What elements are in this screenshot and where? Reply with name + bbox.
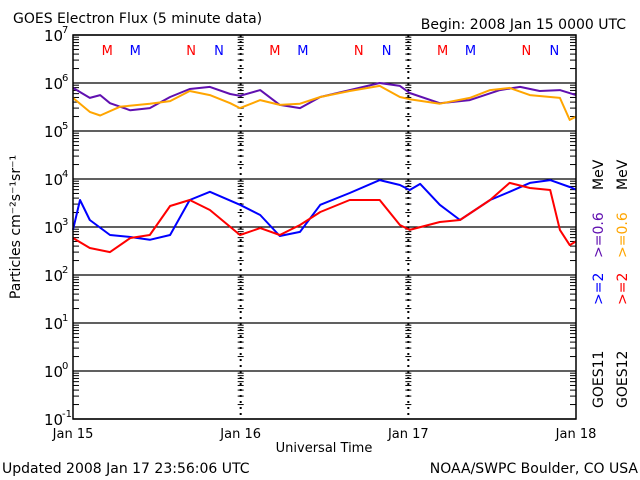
annotation-marker: N — [549, 44, 559, 59]
y-tick-exponent: 7 — [62, 25, 68, 36]
annotation-marker: M — [297, 44, 308, 59]
y-tick-label: 10 — [44, 363, 63, 381]
y-tick-exponent: 1 — [62, 313, 68, 324]
legend-goes12-sat: GOES12 — [615, 351, 631, 408]
legend-goes12-unit: MeV — [615, 159, 631, 190]
annotation-marker: N — [382, 44, 392, 59]
series-lines — [72, 82, 577, 254]
y-tick-label: 10 — [44, 75, 63, 93]
y-tick-label: 10 — [44, 411, 63, 429]
annotation-marker: M — [130, 44, 141, 59]
y-tick-label: 10 — [44, 123, 63, 141]
annotation-marker: M — [102, 44, 113, 59]
y-tick-exponent: -1 — [62, 409, 72, 420]
y-tick-exponent: 4 — [62, 169, 68, 180]
y-tick-label: 10 — [44, 267, 63, 285]
annotation-marker: N — [186, 44, 196, 59]
begin-time: Begin: 2008 Jan 15 0000 UTC — [421, 17, 626, 33]
updated-timestamp: Updated 2008 Jan 17 23:56:06 UTC — [2, 461, 250, 477]
legend-goes11-sat: GOES11 — [591, 351, 607, 408]
y-tick-exponent: 5 — [62, 121, 68, 132]
annotation-marker: N — [214, 44, 224, 59]
y-tick-label: 10 — [44, 171, 63, 189]
annotation-marker: N — [354, 44, 364, 59]
x-axis-label: Universal Time — [276, 441, 373, 456]
y-axis-label: Particles cm⁻²s⁻¹sr⁻¹ — [8, 155, 24, 299]
legend-goes11-unit: MeV — [591, 159, 607, 190]
y-tick-exponent: 0 — [62, 361, 68, 372]
credit: NOAA/SWPC Boulder, CO USA — [430, 461, 639, 477]
legend: GOES11 >=2 >=0.6 MeV GOES12 >=2 >=0.6 Me… — [591, 159, 631, 408]
legend-goes12-lo: >=0.6 — [615, 212, 631, 258]
x-tick-label: Jan 18 — [555, 427, 597, 442]
annotation-marker: M — [269, 44, 280, 59]
x-tick-labels: Jan 15 Jan 16 Jan 17 Jan 18 — [52, 427, 597, 442]
chart-title: GOES Electron Flux (5 minute data) — [13, 11, 262, 27]
y-tick-exponent: 3 — [62, 217, 68, 228]
y-tick-exponent: 2 — [62, 265, 68, 276]
series-line-0 — [72, 82, 577, 112]
x-tick-label: Jan 15 — [52, 427, 94, 442]
plot-frame — [72, 34, 577, 420]
series-line-3 — [72, 181, 577, 254]
series-line-1 — [72, 84, 577, 121]
annotation-marker: M — [465, 44, 476, 59]
x-tick-label: Jan 16 — [219, 427, 261, 442]
y-tick-exponent: 6 — [62, 73, 68, 84]
annotation-marker: M — [437, 44, 448, 59]
y-tick-label: 10 — [44, 315, 63, 333]
legend-goes11-lo: >=0.6 — [591, 212, 607, 258]
annotation-marker: N — [522, 44, 532, 59]
legend-goes12-hi: >=2 — [615, 273, 631, 305]
grid — [73, 34, 576, 420]
y-tick-label: 10 — [44, 27, 63, 45]
y-tick-label: 10 — [44, 219, 63, 237]
legend-goes11-hi: >=2 — [591, 273, 607, 305]
x-tick-label: Jan 17 — [387, 427, 429, 442]
